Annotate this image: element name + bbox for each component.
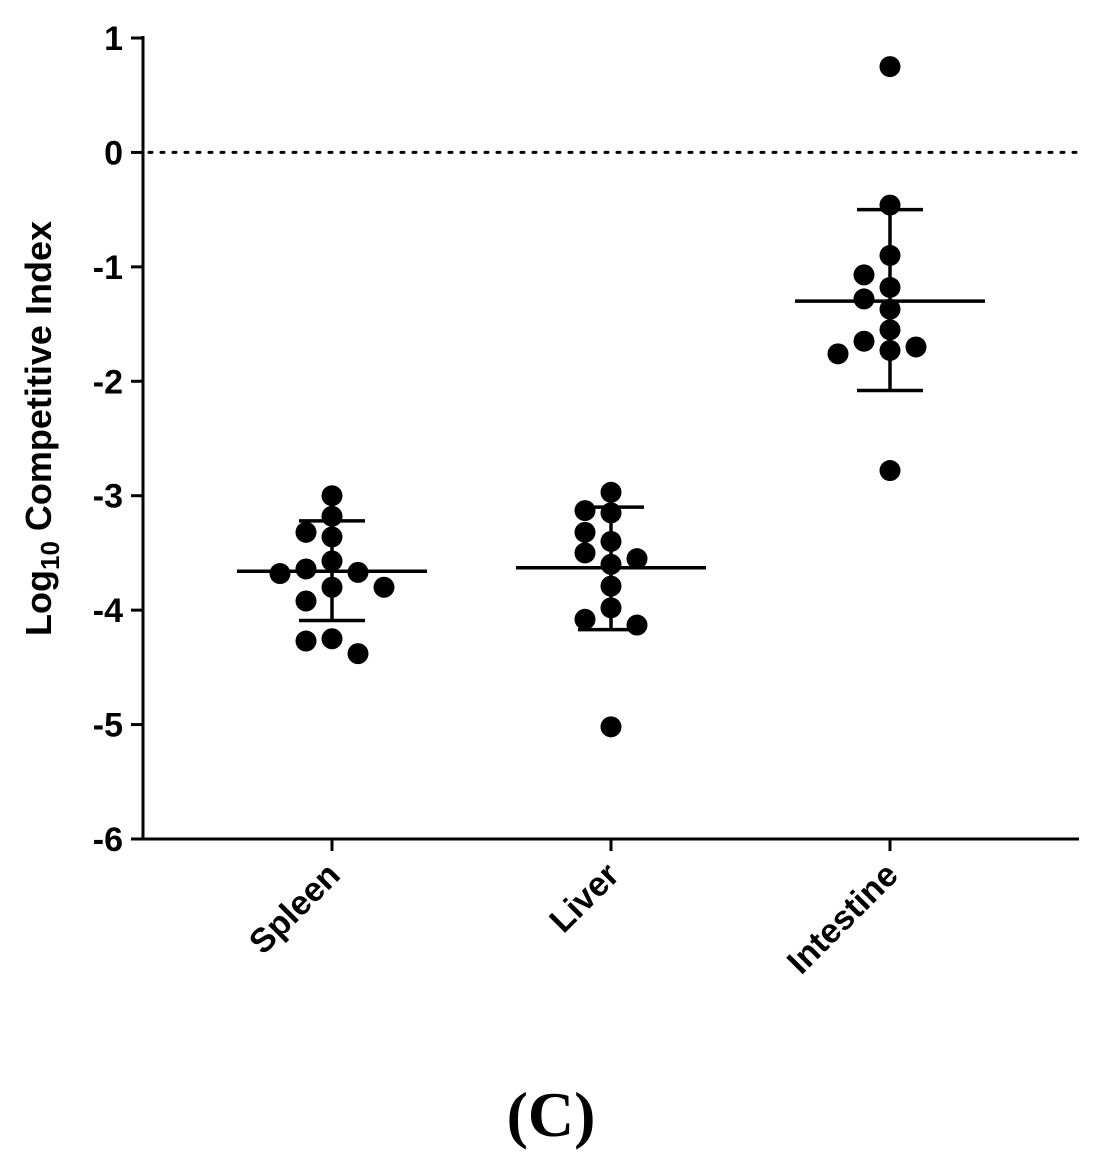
data-point [373, 576, 395, 598]
series-spleen [237, 485, 427, 665]
y-axis-title-text: Log10 Competitive Index [18, 221, 65, 636]
data-point [321, 628, 343, 650]
data-point [853, 288, 875, 310]
data-point [626, 614, 648, 636]
data-point [295, 521, 317, 543]
data-point [905, 336, 927, 358]
y-tick-label: -6 [93, 821, 123, 859]
y-tick-label: -2 [93, 363, 123, 401]
data-point [626, 548, 648, 570]
y-tick-label: -3 [93, 478, 123, 516]
data-point [574, 608, 596, 630]
x-category-label: Intestine [780, 856, 906, 982]
x-category-label: Spleen [242, 856, 348, 962]
y-title-suffix: Competitive Index [18, 221, 59, 541]
data-point [269, 563, 291, 585]
data-point [347, 643, 369, 665]
y-tick-label: -1 [93, 249, 123, 287]
data-point [295, 630, 317, 652]
data-point [574, 521, 596, 543]
data-point [295, 590, 317, 612]
series-intestine [795, 56, 985, 482]
data-point [879, 56, 901, 78]
y-tick-label: -5 [93, 707, 123, 745]
panel-label: (C) [506, 1079, 596, 1150]
data-point [853, 264, 875, 286]
data-point [574, 542, 596, 564]
data-point [321, 485, 343, 507]
data-point [827, 343, 849, 365]
data-point [295, 558, 317, 580]
data-point [853, 330, 875, 352]
x-category-label: Liver [542, 856, 626, 940]
data-point [600, 481, 622, 503]
y-tick-label: 0 [104, 134, 123, 172]
y-title-prefix: Log [18, 570, 59, 636]
data-marks [237, 56, 985, 738]
y-tick-label: -4 [93, 592, 123, 630]
y-title-subscript: 10 [35, 541, 65, 570]
data-point [879, 460, 901, 482]
y-axis-title: Log10 Competitive Index [18, 221, 65, 636]
series-liver [516, 481, 706, 738]
data-point [600, 716, 622, 738]
data-point [574, 500, 596, 522]
y-tick-label: 1 [104, 20, 123, 58]
